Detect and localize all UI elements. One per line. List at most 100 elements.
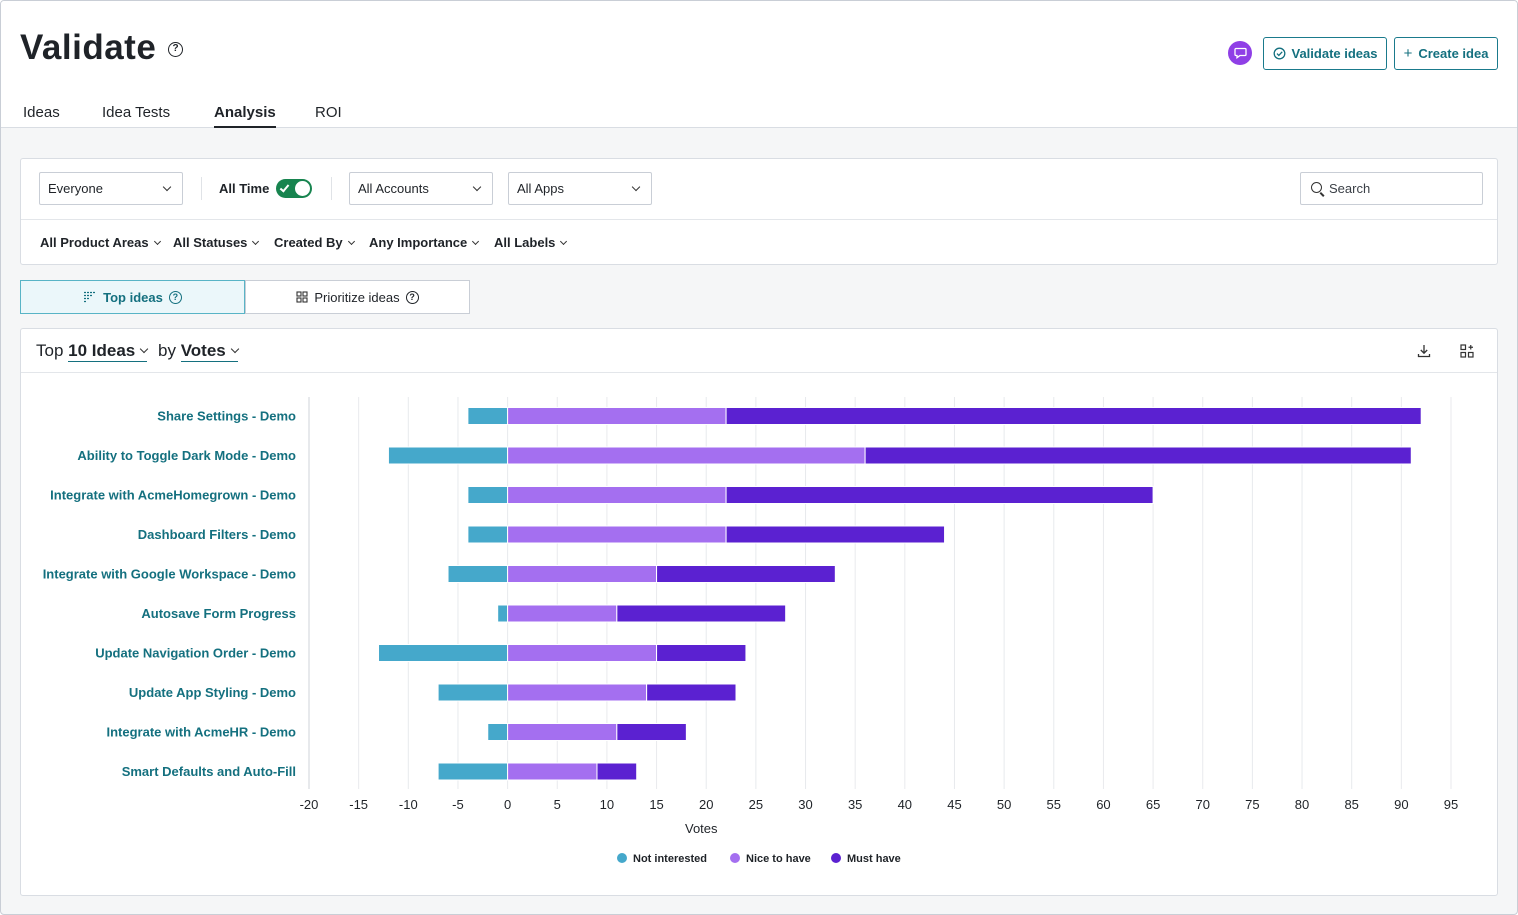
bar-segment bbox=[656, 644, 747, 662]
x-tick-label: -10 bbox=[399, 797, 418, 812]
chat-bubble-glyph bbox=[1233, 47, 1247, 59]
question-circle-icon[interactable]: ? bbox=[168, 42, 183, 57]
prioritize-ideas-label: Prioritize ideas bbox=[314, 289, 400, 305]
accounts-select[interactable]: All Accounts bbox=[349, 172, 493, 205]
bar-segment bbox=[507, 723, 618, 741]
check-icon bbox=[279, 182, 290, 193]
statuses-label: All Statuses bbox=[173, 235, 248, 250]
tab-roi[interactable]: ROI bbox=[315, 104, 342, 121]
legend-swatch bbox=[831, 853, 841, 863]
prioritize-ideas-tab[interactable]: Prioritize ideas ? bbox=[245, 280, 470, 314]
tab-analysis[interactable]: Analysis bbox=[214, 104, 276, 121]
chevron-down-icon bbox=[560, 237, 568, 246]
product-areas-dropdown[interactable]: All Product Areas bbox=[40, 235, 161, 250]
bar-segment bbox=[507, 604, 618, 623]
page-header: Validate ? Validate ideas + Create idea … bbox=[1, 1, 1517, 128]
x-tick-label: 0 bbox=[504, 797, 511, 812]
x-tick-label: 75 bbox=[1245, 797, 1259, 812]
all-time-toggle[interactable] bbox=[276, 179, 312, 198]
category-label[interactable]: Update App Styling - Demo bbox=[129, 685, 296, 700]
filters-divider bbox=[21, 219, 1497, 220]
labels-dropdown[interactable]: All Labels bbox=[494, 235, 568, 250]
bar-segment bbox=[507, 446, 866, 465]
importance-dropdown[interactable]: Any Importance bbox=[369, 235, 480, 250]
chevron-down-icon bbox=[472, 182, 482, 192]
x-tick-label: 40 bbox=[898, 797, 912, 812]
bar-segment bbox=[487, 723, 509, 741]
validate-ideas-button[interactable]: Validate ideas bbox=[1263, 37, 1387, 70]
bar-segment bbox=[507, 486, 727, 504]
sort-lines-icon bbox=[84, 291, 97, 303]
chat-bubble-icon[interactable] bbox=[1228, 41, 1252, 65]
bar-segment bbox=[467, 486, 509, 504]
category-label[interactable]: Autosave Form Progress bbox=[141, 606, 296, 621]
legend-label: Not interested bbox=[633, 853, 707, 865]
search-input[interactable]: Search bbox=[1300, 172, 1483, 205]
filter-panel: Everyone All Time All Accounts All Apps … bbox=[20, 158, 1498, 265]
create-idea-label: Create idea bbox=[1418, 46, 1489, 61]
chevron-down-icon bbox=[153, 237, 161, 246]
category-label[interactable]: Update Navigation Order - Demo bbox=[95, 646, 296, 661]
chevron-down-icon bbox=[631, 182, 641, 192]
bar-segment bbox=[387, 446, 509, 465]
product-areas-label: All Product Areas bbox=[40, 235, 149, 250]
download-icon[interactable] bbox=[1416, 343, 1432, 359]
question-circle-icon[interactable]: ? bbox=[405, 290, 419, 304]
grid-icon bbox=[296, 291, 308, 303]
x-tick-label: 85 bbox=[1344, 797, 1358, 812]
by-label: by bbox=[158, 341, 176, 360]
chevron-down-icon bbox=[347, 237, 355, 246]
x-tick-label: 50 bbox=[997, 797, 1011, 812]
bar-segment bbox=[646, 683, 737, 702]
audience-select-value: Everyone bbox=[48, 181, 103, 196]
category-label[interactable]: Integrate with Google Workspace - Demo bbox=[43, 567, 296, 582]
create-idea-button[interactable]: + Create idea bbox=[1394, 37, 1498, 70]
created-by-dropdown[interactable]: Created By bbox=[274, 235, 355, 250]
x-tick-label: 55 bbox=[1047, 797, 1061, 812]
grid-add-icon[interactable] bbox=[1459, 343, 1475, 359]
votes-stacked-bar-chart: -20 -15 -10 -5 0 5 10 15 20 25 30 35 40 45 50 55 60 65 70 7… bbox=[43, 397, 1458, 865]
legend-label: Nice to have bbox=[746, 853, 811, 865]
apps-select-value: All Apps bbox=[517, 181, 564, 196]
x-tick-label: 15 bbox=[649, 797, 663, 812]
apps-select[interactable]: All Apps bbox=[508, 172, 652, 205]
category-label[interactable]: Integrate with AcmeHR - Demo bbox=[107, 725, 297, 740]
category-label[interactable]: Integrate with AcmeHomegrown - Demo bbox=[50, 488, 296, 503]
check-circle-icon bbox=[1273, 47, 1285, 60]
view-switcher: Top ideas ? Prioritize ideas ? bbox=[20, 280, 470, 314]
category-label[interactable]: Smart Defaults and Auto-Fill bbox=[122, 764, 296, 779]
plus-icon: + bbox=[1403, 45, 1413, 62]
toggle-knob bbox=[295, 181, 310, 196]
idea-count-select[interactable]: 10 Ideas bbox=[68, 341, 149, 362]
question-circle-icon[interactable]: ? bbox=[168, 290, 182, 304]
bar-segment bbox=[507, 644, 658, 662]
metric-select[interactable]: Votes bbox=[180, 341, 239, 362]
category-label[interactable]: Dashboard Filters - Demo bbox=[138, 527, 296, 542]
x-tick-label: 80 bbox=[1295, 797, 1309, 812]
audience-select[interactable]: Everyone bbox=[39, 172, 183, 205]
top-ideas-tab[interactable]: Top ideas ? bbox=[20, 280, 245, 314]
idea-count-value: 10 Ideas bbox=[68, 341, 136, 360]
divider bbox=[201, 177, 202, 200]
x-tick-label: 25 bbox=[749, 797, 763, 812]
top-ideas-label: Top ideas bbox=[103, 289, 163, 305]
category-label[interactable]: Share Settings - Demo bbox=[157, 409, 296, 424]
category-label[interactable]: Ability to Toggle Dark Mode - Demo bbox=[77, 448, 296, 463]
bar-segment bbox=[507, 683, 648, 702]
bar-segment bbox=[437, 762, 509, 781]
accounts-select-value: All Accounts bbox=[358, 181, 429, 196]
x-tick-label: -5 bbox=[452, 797, 464, 812]
statuses-dropdown[interactable]: All Statuses bbox=[173, 235, 260, 250]
tab-idea-tests[interactable]: Idea Tests bbox=[102, 104, 171, 121]
x-tick-label: 65 bbox=[1146, 797, 1160, 812]
bar-segment bbox=[725, 407, 1422, 425]
bar-segment bbox=[378, 644, 509, 662]
x-tick-label: 95 bbox=[1444, 797, 1458, 812]
bar-segment bbox=[507, 407, 727, 425]
x-tick-label: 20 bbox=[699, 797, 713, 812]
divider bbox=[331, 177, 332, 200]
tab-ideas[interactable]: Ideas bbox=[23, 104, 60, 121]
chart-card: Top 10 Ideas by Votes -20 -15 -10 -5 0 5 10 15 2… bbox=[20, 328, 1498, 896]
bar-segment bbox=[864, 446, 1412, 465]
